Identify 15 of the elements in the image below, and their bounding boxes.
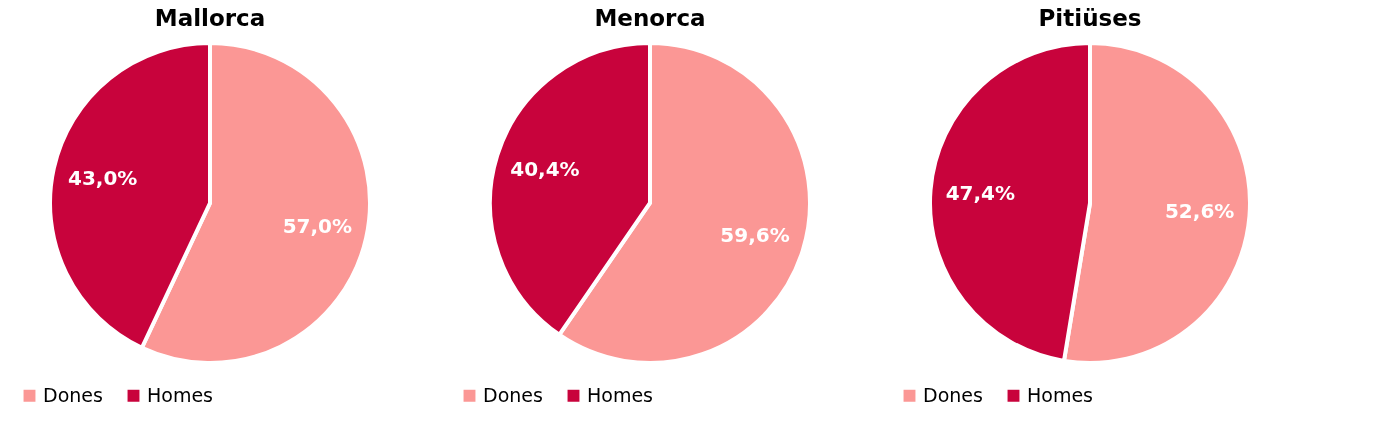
data-label: 59,6%	[720, 222, 790, 247]
legend-label: Homes	[587, 383, 654, 406]
data-label: 52,6%	[1164, 198, 1235, 223]
chart-title: Mallorca	[154, 5, 266, 31]
chart-title: Pitiüses	[1038, 5, 1142, 31]
data-label: 57,0%	[282, 214, 353, 238]
legend-label: Homes	[147, 383, 214, 406]
legend-label: Dones	[43, 383, 103, 406]
data-label: 40,4%	[510, 157, 580, 182]
legend-label: Homes	[1027, 383, 1094, 406]
legend-label: Dones	[923, 383, 983, 406]
data-label: 43,0%	[67, 166, 138, 190]
legend-label: Dones	[483, 383, 543, 406]
data-label: 47,4%	[945, 181, 1016, 206]
chart-title: Menorca	[594, 5, 706, 31]
